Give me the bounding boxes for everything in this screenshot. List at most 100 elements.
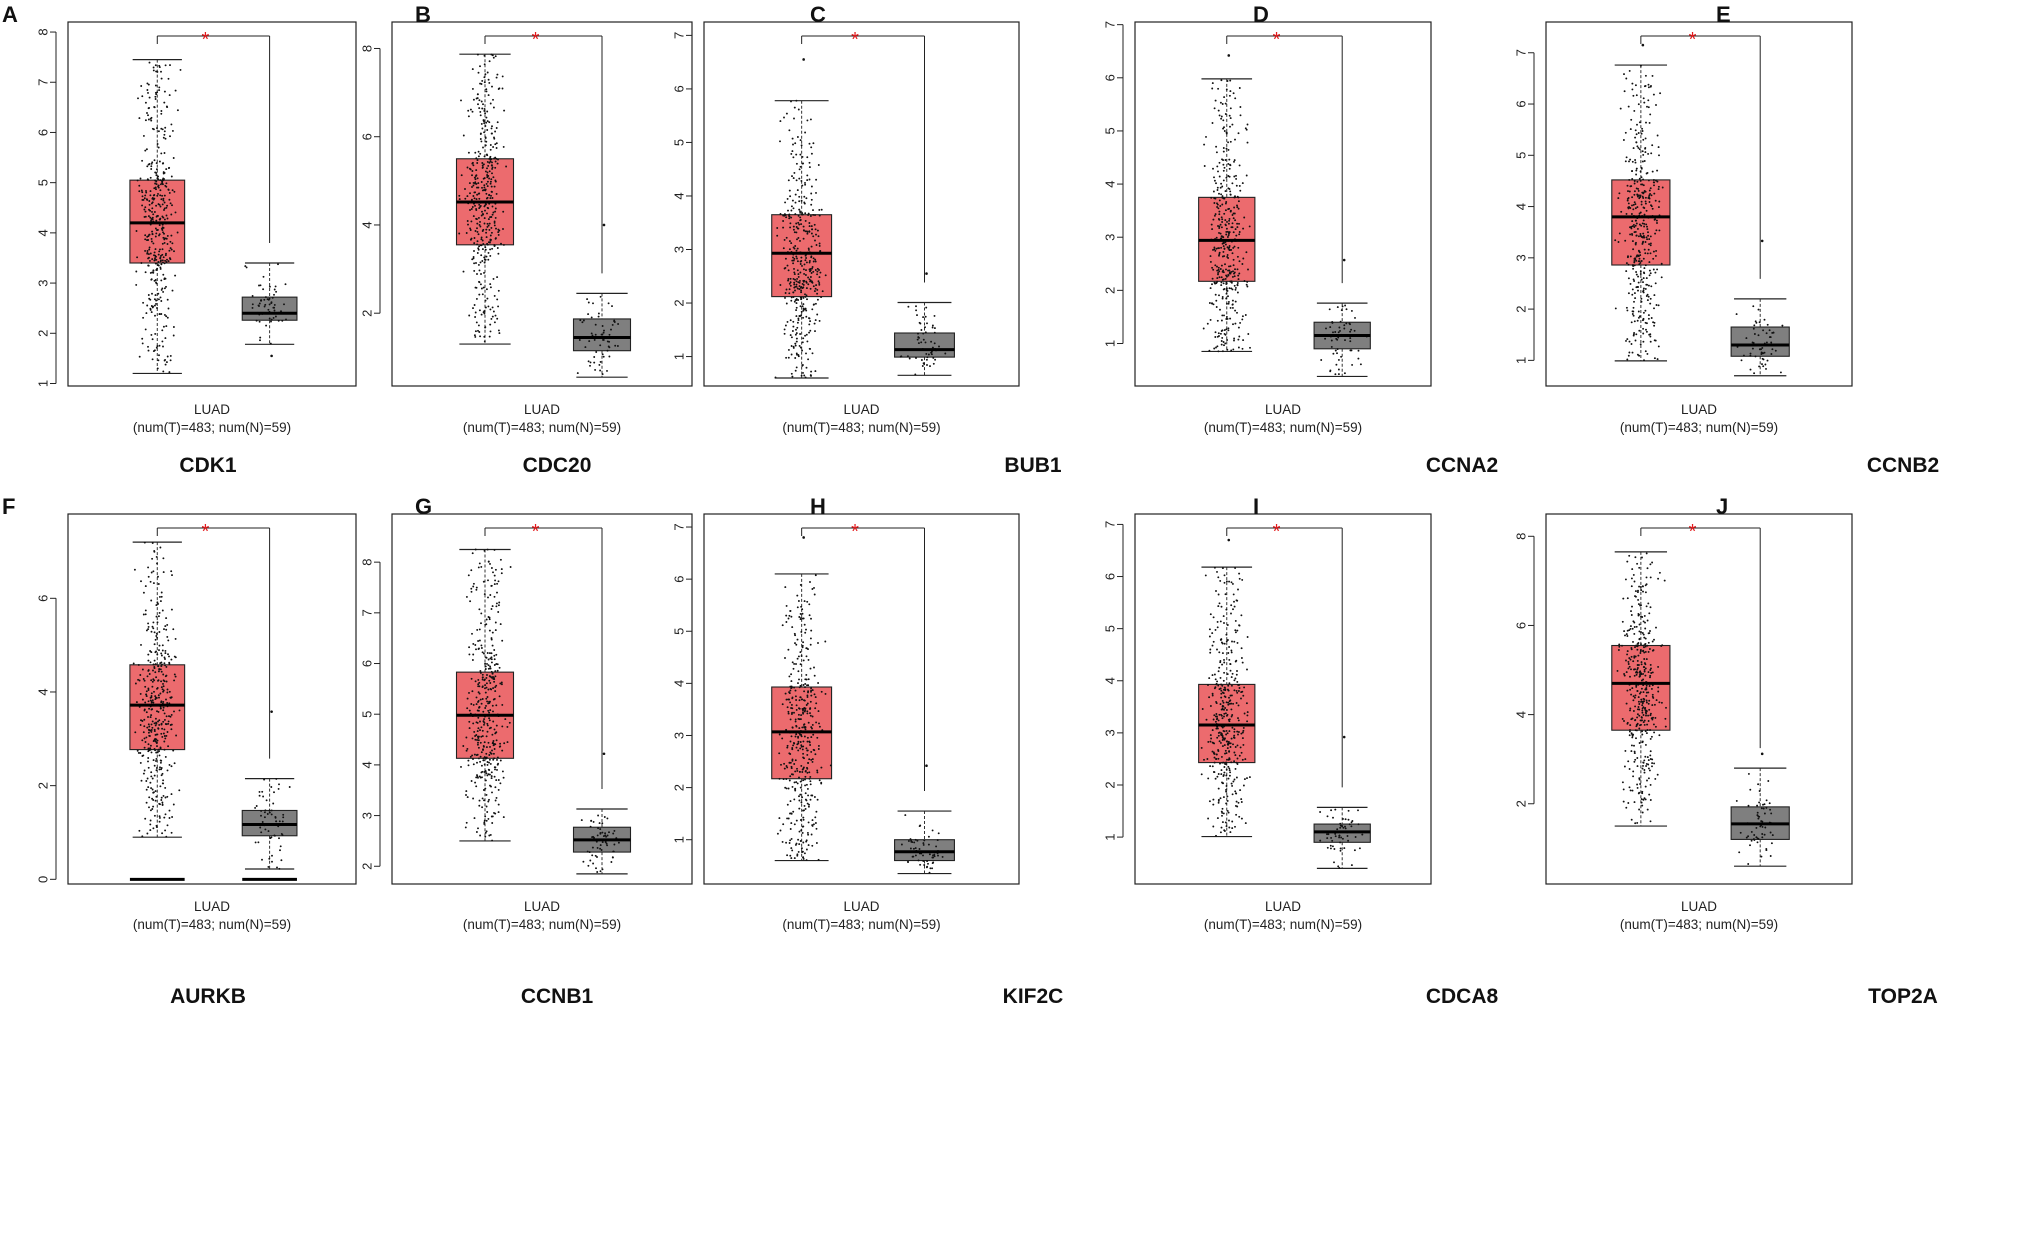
normal-point (592, 820, 595, 823)
normal-point (612, 850, 615, 853)
tumor-point (485, 656, 487, 659)
tumor-point (158, 649, 160, 652)
tumor-point (1223, 287, 1226, 290)
tumor-point (1653, 703, 1656, 706)
tumor-point (147, 659, 150, 662)
tumor-point (1211, 82, 1214, 85)
tumor-point (475, 208, 478, 210)
tumor-point (1648, 769, 1651, 772)
normal-point (599, 360, 602, 363)
tumor-point (169, 202, 172, 205)
tumor-point (804, 274, 807, 276)
tumor-point (496, 582, 499, 585)
tumor-point (1229, 125, 1231, 128)
tumor-point (481, 210, 483, 213)
tumor-point (1228, 158, 1231, 161)
tumor-point (1638, 354, 1641, 357)
normal-point (1336, 306, 1339, 309)
y-tick-label: 2 (1513, 305, 1528, 312)
tumor-point (1228, 217, 1231, 220)
tumor-point (480, 238, 483, 241)
tumor-point (160, 700, 163, 703)
normal-point (1361, 833, 1364, 836)
normal-point (599, 847, 602, 850)
y-tick-label: 3 (1102, 729, 1117, 736)
tumor-point (154, 717, 157, 720)
tumor-point (798, 727, 801, 730)
normal-point (1337, 331, 1340, 334)
tumor-point (793, 273, 796, 276)
tumor-point (798, 799, 801, 802)
tumor-point (137, 97, 139, 100)
tumor-point (1645, 583, 1648, 586)
normal-point (271, 854, 273, 857)
tumor-point (158, 668, 161, 670)
tumor-point (483, 340, 486, 343)
tumor-point (1653, 184, 1655, 187)
normal-point (264, 296, 267, 299)
tumor-point (482, 580, 485, 583)
y-tick-label: 7 (1513, 49, 1528, 56)
tumor-point (1221, 782, 1224, 785)
tumor-point (1649, 669, 1652, 671)
tumor-point (1631, 160, 1634, 163)
tumor-point (794, 718, 797, 721)
tumor-point (150, 730, 153, 733)
tumor-point (1647, 179, 1650, 182)
tumor-point (481, 166, 484, 169)
tumor-point (809, 267, 812, 270)
tumor-point (820, 296, 823, 299)
tumor-point (1222, 250, 1225, 253)
tumor-point (1636, 562, 1639, 565)
tumor-point (151, 699, 154, 702)
tumor-point (476, 93, 479, 96)
normal-point (1337, 368, 1340, 371)
tumor-point (793, 300, 796, 303)
tumor-point (481, 676, 484, 679)
tumor-point (496, 121, 499, 124)
tumor-point (150, 775, 153, 778)
tumor-point (802, 337, 805, 340)
normal-point (1344, 827, 1347, 830)
tumor-point (796, 767, 798, 770)
tumor-point (169, 354, 172, 357)
tumor-point (797, 749, 800, 752)
tumor-point (1628, 786, 1631, 789)
normal-point (932, 854, 934, 857)
tumor-point (1623, 90, 1626, 93)
normal-point (613, 843, 616, 846)
tumor-point (1245, 174, 1248, 177)
tumor-point (1221, 699, 1224, 702)
tumor-point (138, 184, 141, 187)
normal-point (608, 831, 610, 834)
tumor-point (1642, 287, 1645, 290)
tumor-point (809, 712, 811, 715)
normal-point (932, 362, 935, 365)
tumor-point (162, 557, 165, 560)
tumor-point (810, 146, 813, 149)
tumor-point (806, 771, 809, 774)
tumor-point (162, 172, 165, 175)
panel-letter: E (1716, 2, 1731, 27)
tumor-point (172, 157, 175, 159)
tumor-point (1224, 749, 1227, 752)
normal-outlier (1342, 735, 1346, 739)
tumor-point (1233, 175, 1236, 178)
normal-point (1349, 340, 1352, 343)
tumor-point (1222, 812, 1225, 815)
tumor-point (490, 567, 493, 569)
tumor-point (494, 130, 497, 133)
tumor-point (475, 776, 478, 779)
tumor-point (471, 110, 474, 113)
tumor-point (488, 194, 491, 197)
tumor-point (1663, 579, 1666, 582)
tumor-point (1645, 688, 1648, 691)
significance-star: * (202, 521, 210, 543)
tumor-point (1225, 176, 1228, 179)
y-tick-label: 6 (1513, 622, 1528, 629)
tumor-point (486, 297, 489, 300)
tumor-point (1633, 231, 1636, 234)
normal-point (1765, 367, 1767, 370)
tumor-point (1242, 694, 1245, 697)
tumor-point (465, 595, 468, 598)
